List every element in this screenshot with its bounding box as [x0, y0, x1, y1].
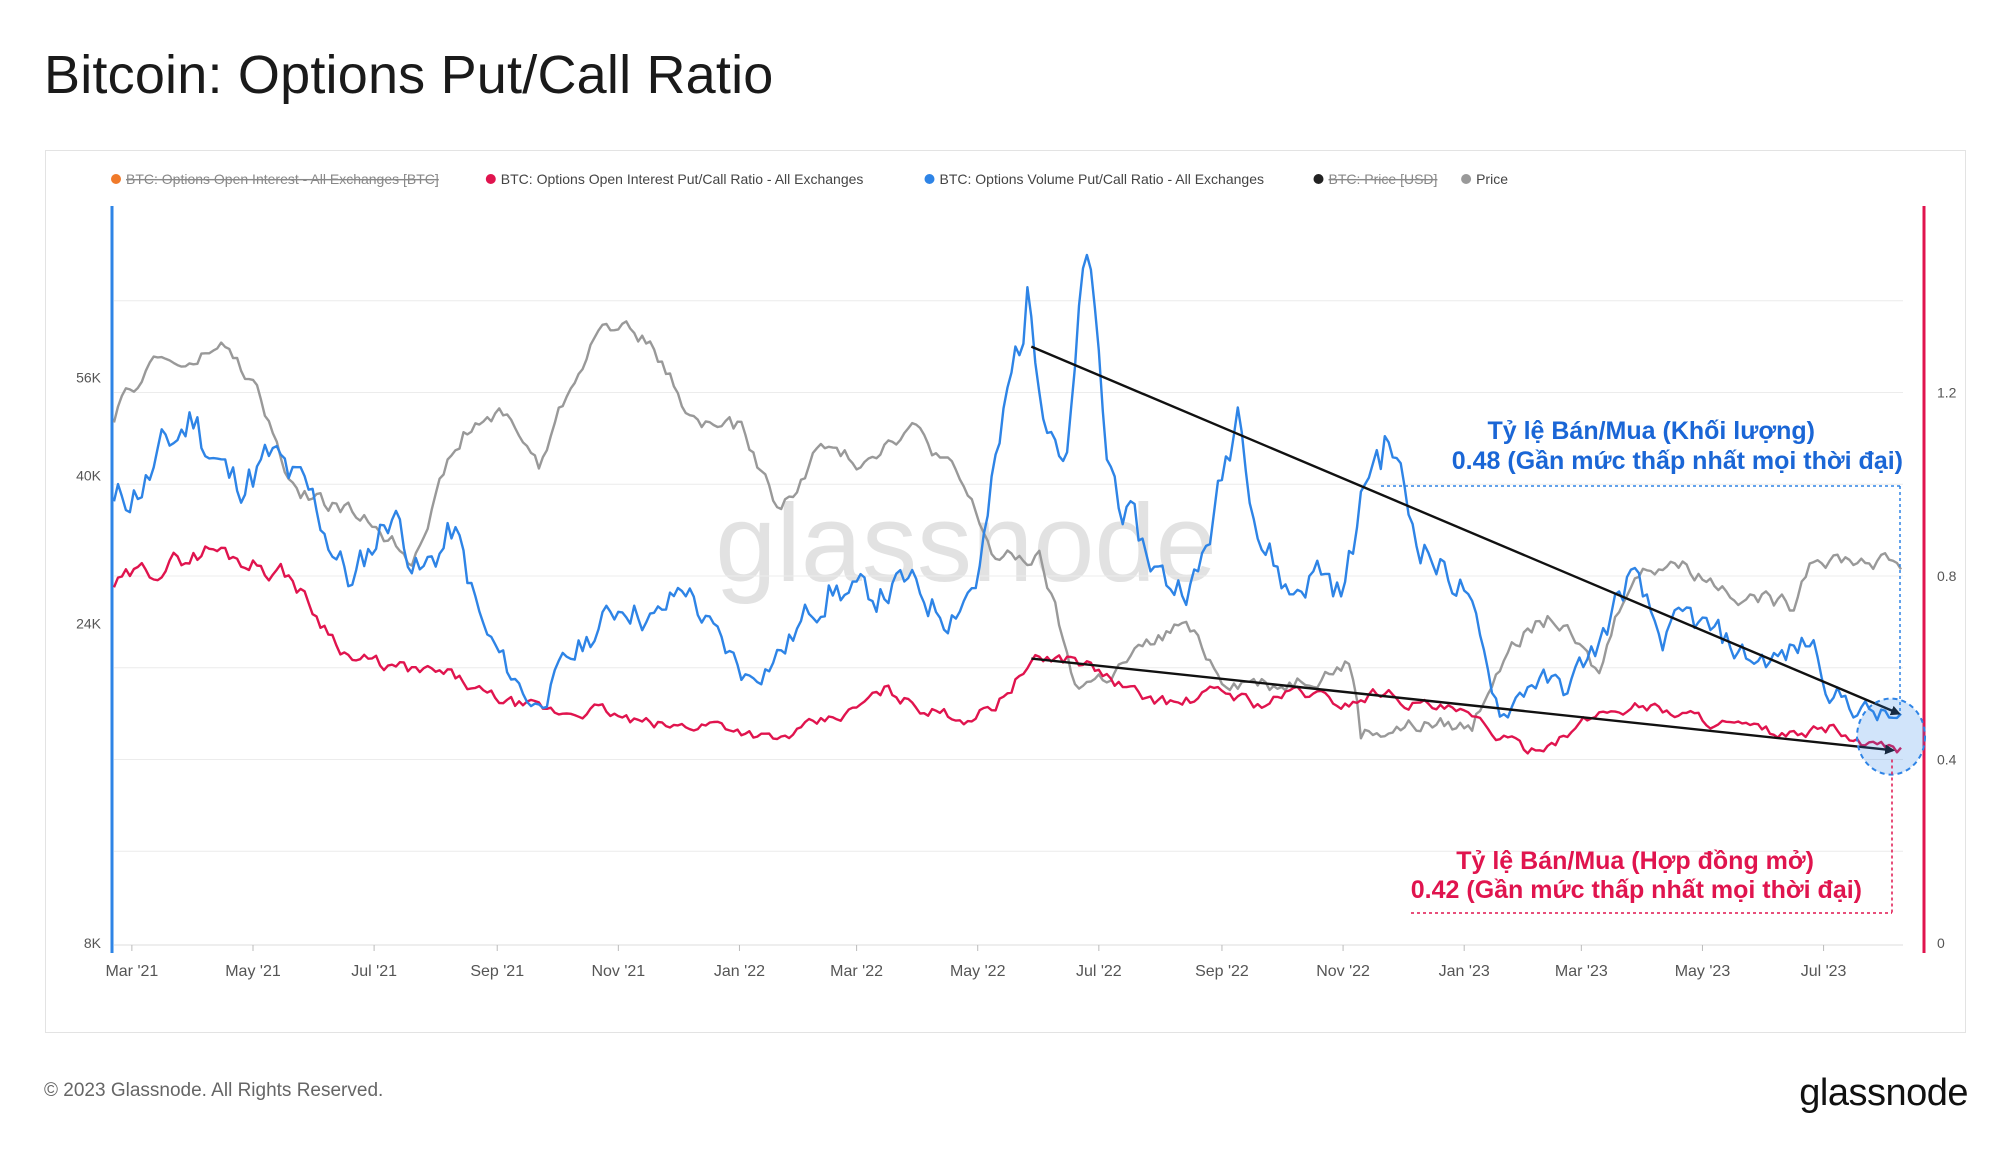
y-left-tick-0: 8K — [84, 935, 102, 951]
trend-arrow-open_interest — [1031, 657, 1896, 755]
glassnode-logo[interactable]: glassnode — [1799, 1072, 1968, 1114]
legend-item-0[interactable]: BTC: Options Open Interest - All Exchang… — [111, 171, 439, 187]
highlight-circle — [1856, 697, 1927, 776]
y-right-tick-2: 0.8 — [1937, 568, 1957, 584]
annotations: Tỷ lệ Bán/Mua (Khối lượng)0.48 (Gần mức … — [1030, 345, 1927, 914]
axes: 8K 24K 40K 56K 0 0.4 0.8 1.2 Mar '21 May '21 Jul '… — [76, 206, 1957, 980]
volume-annotation-label: Tỷ lệ Bán/Mua (Khối lượng) — [1487, 417, 1815, 445]
chart-svg: BTC: Options Open Interest - All Exchang… — [76, 171, 1957, 980]
legend-label-4: Price — [1476, 171, 1508, 187]
y-right-tick-3: 1.2 — [1937, 385, 1957, 401]
legend-label-3: BTC: Price [USD] — [1329, 171, 1438, 187]
volume-annotation-value: 0.48 (Gần mức thấp nhất mọi thời đại) — [1452, 447, 1903, 475]
trend-arrow-volume — [1030, 345, 1901, 716]
y-left-tick-1: 24K — [76, 616, 102, 632]
legend-item-1[interactable]: BTC: Options Open Interest Put/Call Rati… — [485, 171, 864, 187]
legend-item-4[interactable]: Price — [1461, 171, 1508, 187]
legend-label-2: BTC: Options Volume Put/Call Ratio - All… — [940, 171, 1264, 187]
legend-dot-4 — [1461, 174, 1472, 184]
x-tick-label-11: Jan '23 — [1439, 963, 1490, 980]
x-tick-label-0: Mar '21 — [105, 963, 158, 980]
x-tick-label-3: Sep '21 — [470, 963, 524, 980]
x-tick-label-13: May '23 — [1675, 963, 1731, 980]
price-line — [112, 320, 1903, 740]
x-tick-label-7: May '22 — [950, 963, 1006, 980]
legend-item-2[interactable]: BTC: Options Volume Put/Call Ratio - All… — [924, 171, 1264, 187]
x-tick-label-2: Jul '21 — [351, 963, 397, 980]
y-left-tick-2: 40K — [76, 467, 102, 483]
legend-dot-2 — [924, 174, 935, 184]
x-tick-label-1: May '21 — [225, 963, 281, 980]
x-tick-label-5: Jan '22 — [714, 963, 765, 980]
chart-panel: BTC: Options Open Interest - All Exchang… — [45, 150, 1966, 1033]
y-left-tick-3: 56K — [76, 370, 102, 386]
open-interest-ratio-line — [112, 545, 1902, 755]
copyright-text: © 2023 Glassnode. All Rights Reserved. — [44, 1080, 384, 1101]
oi-annotation-label: Tỷ lệ Bán/Mua (Hợp đồng mở) — [1456, 847, 1814, 875]
volume-ratio-line — [112, 253, 1902, 722]
y-right-tick-1: 0.4 — [1937, 752, 1957, 768]
y-right-tick-0: 0 — [1937, 935, 1945, 951]
watermark: glassnode — [715, 482, 1217, 605]
x-tick-label-4: Nov '21 — [591, 963, 645, 980]
x-tick-label-8: Jul '22 — [1076, 963, 1122, 980]
legend-dot-3 — [1313, 174, 1324, 184]
page-title: Bitcoin: Options Put/Call Ratio — [44, 45, 774, 105]
legend-label-1: BTC: Options Open Interest Put/Call Rati… — [501, 171, 864, 187]
oi-annotation-value: 0.42 (Gần mức thấp nhất mọi thời đại) — [1411, 876, 1862, 904]
legend-label-0: BTC: Options Open Interest - All Exchang… — [126, 171, 439, 187]
x-tick-label-12: Mar '23 — [1555, 963, 1608, 980]
x-tick-label-14: Jul '23 — [1801, 963, 1847, 980]
series-lines — [112, 253, 1903, 755]
x-tick-label-10: Nov '22 — [1316, 963, 1370, 980]
legend[interactable]: BTC: Options Open Interest - All Exchang… — [111, 171, 1508, 187]
x-tick-label-9: Sep '22 — [1195, 963, 1249, 980]
x-tick-label-6: Mar '22 — [830, 963, 883, 980]
legend-dot-0 — [111, 174, 121, 184]
legend-dot-1 — [485, 174, 496, 184]
legend-item-3[interactable]: BTC: Price [USD] — [1313, 171, 1438, 187]
